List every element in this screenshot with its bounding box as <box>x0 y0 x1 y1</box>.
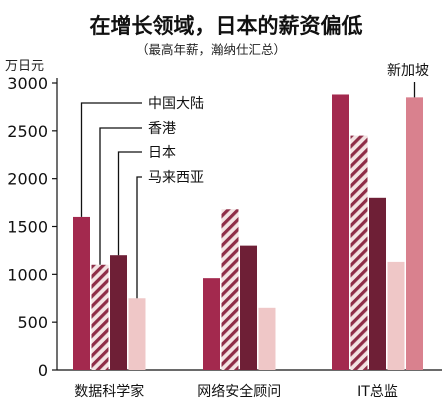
bar <box>240 245 257 370</box>
legend-label: 马来西亚 <box>148 170 204 186</box>
bar <box>387 261 405 370</box>
legend-label: 新加坡 <box>387 63 429 79</box>
category-labels: 数据科学家 网络安全顾问 IT总监 <box>74 383 398 400</box>
bar <box>221 209 239 370</box>
bar <box>203 278 220 370</box>
y-tick-label: 500 <box>17 313 48 332</box>
y-tick-label: 2500 <box>7 122 48 141</box>
legend-label: 香港 <box>148 121 176 137</box>
legend-leader-line <box>99 127 142 265</box>
y-ticks: 0 500 1000 1500 2000 2500 3000 <box>7 74 57 380</box>
bar <box>406 97 423 370</box>
category-label: 网络安全顾问 <box>197 383 281 400</box>
legend-label: 日本 <box>148 145 176 161</box>
y-tick-label: 1000 <box>7 265 48 284</box>
y-tick-label: 1500 <box>7 218 48 237</box>
bar <box>332 94 349 370</box>
legend-label: 中国大陆 <box>148 96 204 112</box>
bar <box>110 255 127 370</box>
y-tick-label: 2000 <box>7 170 48 189</box>
bar <box>258 307 276 370</box>
y-tick-label: 0 <box>38 361 48 380</box>
bar <box>369 197 386 370</box>
y-axis-unit-label: 万日元 <box>5 59 44 74</box>
bar <box>73 216 90 370</box>
bar <box>350 135 368 370</box>
y-tick-label: 3000 <box>7 74 48 93</box>
chart-subtitle: （最高年薪，瀚纳仕汇总） <box>136 42 286 57</box>
category-label: 数据科学家 <box>74 383 144 400</box>
legend-leader-line <box>80 102 142 217</box>
bar <box>128 298 146 370</box>
legend-leader-line <box>136 176 142 299</box>
bar <box>91 264 109 370</box>
category-label: IT总监 <box>357 384 398 400</box>
chart-title: 在增长领域，日本的薪资偏低 <box>90 14 363 38</box>
legend-leader-line <box>117 151 142 256</box>
bars <box>73 94 423 370</box>
